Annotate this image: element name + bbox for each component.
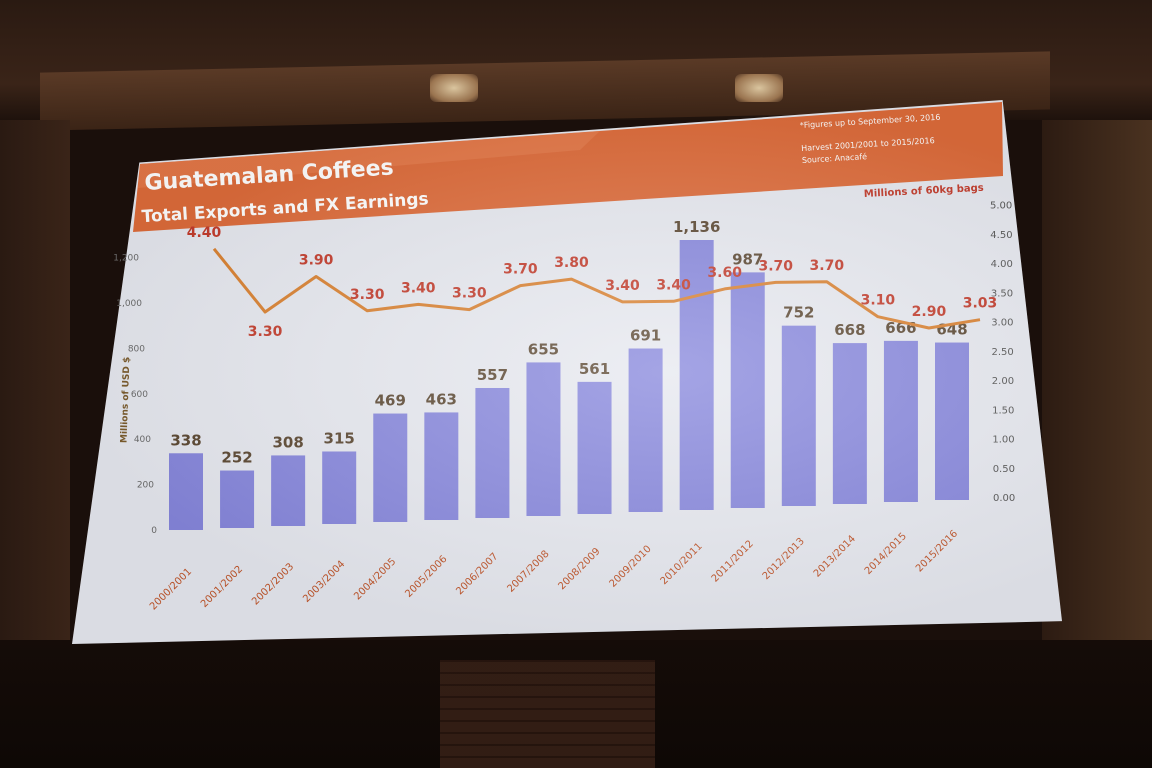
ceiling-light: [430, 74, 478, 102]
projection-screen: [72, 100, 1062, 644]
brick-podium: [440, 660, 655, 768]
ceiling-light: [735, 74, 783, 102]
room-wall-right: [1042, 120, 1152, 660]
room-wall-left: [0, 120, 70, 660]
